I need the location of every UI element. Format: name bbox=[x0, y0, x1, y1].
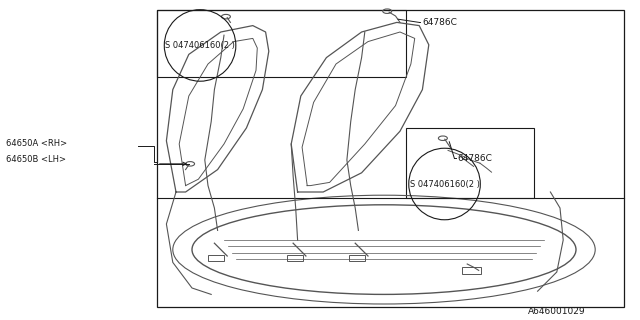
Bar bbox=[157, 10, 624, 307]
Text: A646001029: A646001029 bbox=[528, 308, 586, 316]
Bar bbox=[208, 255, 224, 261]
Bar bbox=[287, 255, 303, 261]
Text: 64786C: 64786C bbox=[422, 18, 457, 27]
Bar bbox=[406, 128, 534, 198]
Bar bbox=[349, 255, 365, 261]
Text: S 047406160(2 ): S 047406160(2 ) bbox=[410, 180, 479, 188]
Bar bbox=[157, 10, 406, 77]
Text: 64786C: 64786C bbox=[458, 154, 492, 163]
Bar bbox=[462, 267, 481, 274]
Text: 64650B <LH>: 64650B <LH> bbox=[6, 156, 67, 164]
Text: 64650A <RH>: 64650A <RH> bbox=[6, 140, 68, 148]
Text: S 047406160(2 ): S 047406160(2 ) bbox=[165, 41, 235, 50]
